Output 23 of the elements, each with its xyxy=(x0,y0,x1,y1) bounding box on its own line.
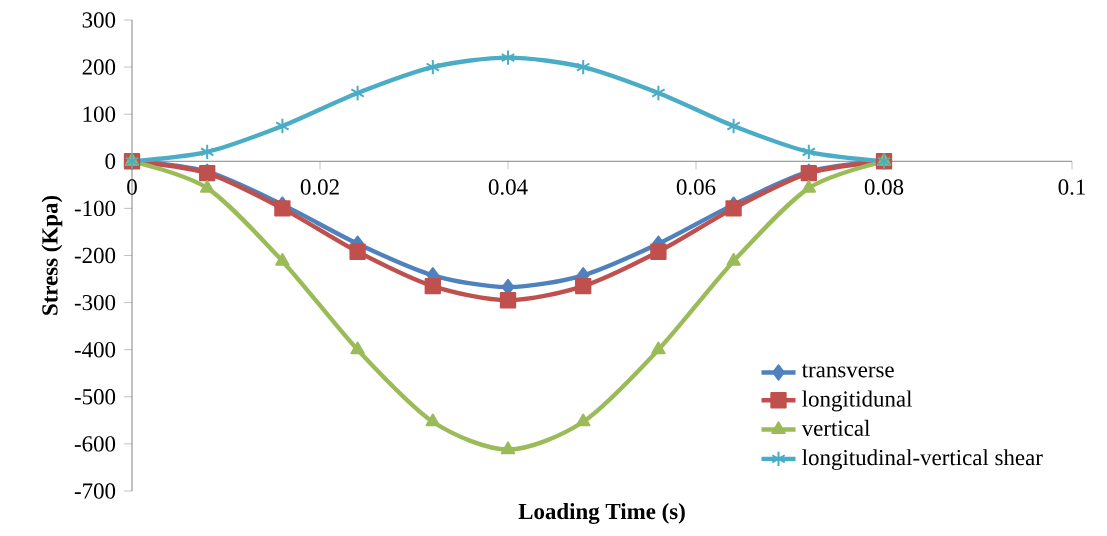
x-tick-label: 0.06 xyxy=(676,179,716,195)
legend-label: longitidunal xyxy=(802,390,912,412)
y-tick-label: -400 xyxy=(74,341,116,358)
x-tick-label: 0.08 xyxy=(864,179,904,195)
y-tick-label: 100 xyxy=(83,106,116,122)
y-tick-label: -500 xyxy=(74,389,116,405)
legend-label: vertical xyxy=(801,419,870,436)
y-tick-label: -100 xyxy=(74,200,116,217)
legend-label: longitudinal-vertical shear xyxy=(802,449,1043,470)
x-tick-label: 0.04 xyxy=(488,179,528,195)
x-tick-label: 0.1 xyxy=(1058,179,1085,195)
legend-label: transverse xyxy=(801,364,894,378)
y-tick-label: -200 xyxy=(74,247,116,264)
x-axis-title: Loading Time (s) xyxy=(518,503,685,524)
y-tick-label: -700 xyxy=(74,483,116,499)
y-tick-label: 200 xyxy=(82,59,116,75)
y-tick-label: -600 xyxy=(74,436,116,452)
y-tick-label: 0 xyxy=(105,153,116,170)
y-axis-title: Stress (Kpa) xyxy=(41,195,63,315)
y-tick-label: 300 xyxy=(82,12,116,28)
x-tick-label: 0 xyxy=(127,179,137,195)
x-tick-label: 0.02 xyxy=(300,179,339,195)
y-tick-label: -300 xyxy=(74,294,116,311)
